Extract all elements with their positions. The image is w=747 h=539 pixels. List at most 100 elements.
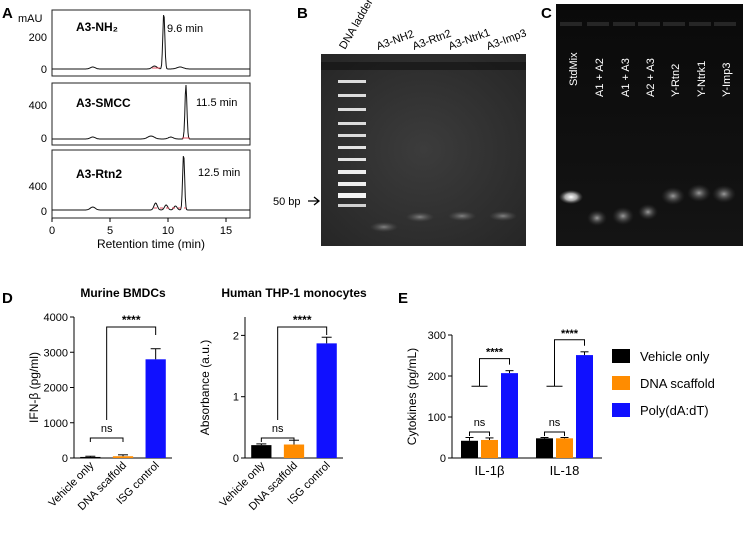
lane-label: A3-Ntrk1 bbox=[447, 27, 492, 53]
panel-c: C StdMix A1 + bbox=[541, 4, 743, 246]
y-axis-title: IFN-β (pg/ml) bbox=[27, 352, 41, 423]
lane-label: A3-NH2 bbox=[375, 28, 416, 53]
significance-label: **** bbox=[486, 347, 504, 359]
ns-label: ns bbox=[272, 423, 284, 435]
ns-bracket bbox=[89, 437, 124, 442]
panel-d-letter: D bbox=[2, 290, 13, 307]
gel-band bbox=[661, 187, 685, 205]
panel-a-letter: A bbox=[2, 5, 13, 22]
peak-label: 9.6 min bbox=[167, 23, 203, 35]
lane-label: A1 + A2 bbox=[594, 58, 606, 97]
y-tick-label: 2 bbox=[233, 330, 239, 342]
legend-swatch bbox=[612, 376, 630, 390]
y-tick-label: 100 bbox=[428, 412, 446, 424]
trace-name: A3-NH₂ bbox=[76, 20, 118, 34]
gel-band bbox=[370, 222, 398, 232]
arrow-right-icon bbox=[308, 196, 321, 206]
lane-label: A2 + A3 bbox=[645, 58, 657, 97]
legend-swatch bbox=[612, 403, 630, 417]
ladder-bands bbox=[338, 80, 366, 207]
chromatogram-3: 400 0 A3-Rtn2 12.5 min bbox=[29, 149, 251, 219]
x-tick: 0 bbox=[49, 225, 55, 237]
y-tick-label: 1000 bbox=[44, 418, 68, 430]
ns-label: ns bbox=[549, 417, 561, 429]
lane-label: A1 + A3 bbox=[620, 58, 632, 97]
significance-bracket bbox=[471, 358, 510, 387]
x-axis: 0 5 10 15 Retention time (min) bbox=[49, 218, 232, 251]
chart-human-thp1: 0 1 2 Human THP-1 monocytes Absorbance (a.u.… bbox=[198, 286, 367, 513]
x-tick: 10 bbox=[162, 225, 174, 237]
x-tick-label: IL-18 bbox=[550, 463, 580, 478]
significance-bracket bbox=[106, 326, 157, 420]
ns-bracket bbox=[544, 431, 565, 436]
y-tick-label: 0 bbox=[62, 453, 68, 465]
gel-band bbox=[712, 185, 736, 203]
bar bbox=[556, 438, 573, 458]
y-tick-label: 2000 bbox=[44, 383, 68, 395]
legend: Vehicle only DNA scaffold Poly(dA:dT) bbox=[612, 349, 715, 418]
panel-e: E bbox=[398, 290, 408, 307]
ns-bracket bbox=[260, 437, 295, 442]
lane-label: Y-Rtn2 bbox=[670, 64, 682, 97]
y-tick-label: 3000 bbox=[44, 347, 68, 359]
bar bbox=[536, 438, 553, 458]
chart-title: Murine BMDCs bbox=[80, 286, 166, 300]
bar bbox=[501, 373, 518, 458]
y-tick-label: 4000 bbox=[44, 312, 68, 324]
gel-wells bbox=[560, 22, 736, 26]
panel-d: D bbox=[2, 290, 13, 307]
y-tick: 200 bbox=[29, 32, 47, 44]
y-tick: 0 bbox=[41, 206, 47, 218]
trace-line bbox=[52, 14, 250, 70]
lane-label: DNA ladder bbox=[337, 0, 376, 51]
trace-line bbox=[52, 84, 250, 140]
y-tick-label: 0 bbox=[440, 453, 446, 465]
panel-a: A mAU 200 0 A3-NH₂ 9.6 min 400 0 A3-SMCC… bbox=[2, 5, 251, 251]
significance-label: **** bbox=[293, 313, 312, 327]
lane-label: StdMix bbox=[568, 52, 580, 86]
bar bbox=[80, 456, 101, 458]
significance-bracket bbox=[546, 339, 585, 387]
peak-label: 12.5 min bbox=[198, 167, 240, 179]
bar bbox=[316, 343, 337, 458]
significance-label: **** bbox=[122, 313, 141, 327]
x-tick-label: IL-1β bbox=[475, 463, 505, 478]
bar bbox=[461, 440, 478, 458]
legend-label: Vehicle only bbox=[640, 349, 710, 364]
ns-label: ns bbox=[101, 423, 113, 435]
gel-band bbox=[638, 204, 658, 220]
panel-e-letter: E bbox=[398, 290, 408, 307]
y-tick: 0 bbox=[41, 133, 47, 145]
gel-band bbox=[448, 211, 476, 221]
bar bbox=[283, 444, 305, 458]
y-tick-label: 300 bbox=[428, 330, 446, 342]
bar bbox=[112, 456, 134, 458]
significance-label: **** bbox=[561, 328, 579, 340]
gel-band bbox=[406, 212, 434, 222]
y-tick-label: 0 bbox=[233, 453, 239, 465]
y-unit-label: mAU bbox=[18, 13, 43, 25]
gel-band bbox=[612, 207, 634, 225]
y-axis-title: Absorbance (a.u.) bbox=[198, 340, 212, 435]
bar bbox=[481, 439, 498, 458]
y-tick-label: 200 bbox=[428, 371, 446, 383]
panel-c-letter: C bbox=[541, 5, 552, 22]
chart-title: Human THP-1 monocytes bbox=[221, 286, 367, 300]
peak-label: 11.5 min bbox=[196, 97, 237, 109]
y-tick: 400 bbox=[29, 100, 47, 112]
legend-label: DNA scaffold bbox=[640, 376, 715, 391]
panel-b-letter: B bbox=[297, 5, 308, 22]
y-tick: 400 bbox=[29, 181, 47, 193]
gel-band bbox=[489, 211, 517, 221]
legend-swatch bbox=[612, 349, 630, 363]
gel-band bbox=[587, 210, 607, 226]
lane-label: Y-Ntrk1 bbox=[696, 61, 708, 97]
trace-name: A3-SMCC bbox=[76, 96, 131, 110]
trace-line bbox=[52, 155, 250, 211]
lane-label: A3-Rtn2 bbox=[411, 28, 453, 53]
lane-label: Y-Imp3 bbox=[721, 63, 733, 97]
panel-b: B bbox=[273, 0, 528, 246]
x-tick: 5 bbox=[107, 225, 113, 237]
bar bbox=[251, 445, 272, 458]
significance-bracket bbox=[277, 326, 328, 420]
